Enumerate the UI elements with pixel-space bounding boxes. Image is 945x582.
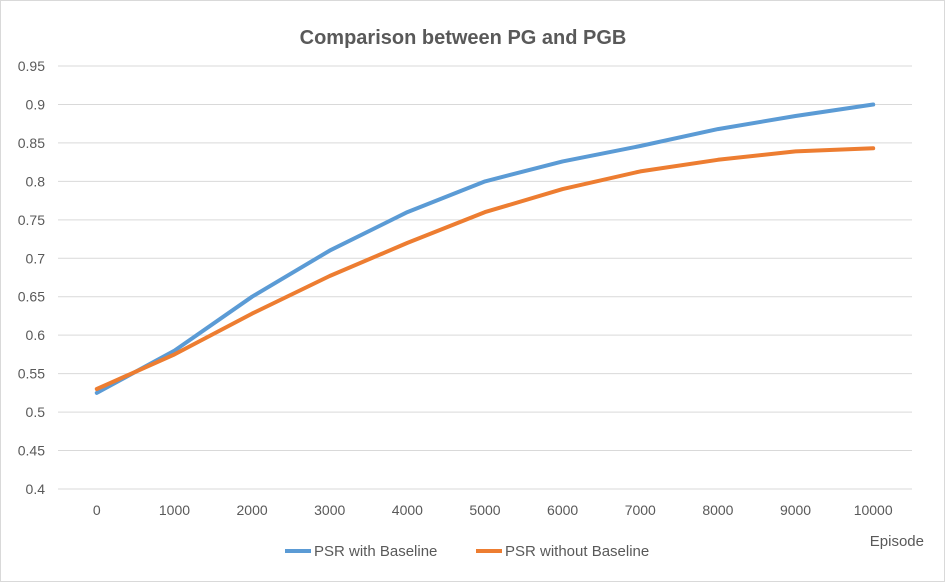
y-axis-ticks: 0.4 0.45 0.5 0.55 0.6 0.65 0.7 0.75 0.8 0.85 0.9 0.… xyxy=(18,58,45,497)
y-tick-label: 0.45 xyxy=(18,443,45,459)
legend-item: PSR with Baseline xyxy=(285,543,437,560)
x-tick-label: 8000 xyxy=(702,502,733,518)
x-axis-label: Episode xyxy=(870,533,924,550)
x-tick-label: 2000 xyxy=(237,502,268,518)
x-tick-label: 5000 xyxy=(469,502,500,518)
x-axis-ticks: 0 1000 2000 3000 4000 5000 6000 7000 8000 9000 100… xyxy=(93,502,893,518)
y-tick-label: 0.65 xyxy=(18,289,45,305)
y-tick-label: 0.85 xyxy=(18,135,45,151)
x-tick-label: 10000 xyxy=(854,502,893,518)
series-line-2 xyxy=(94,146,876,391)
y-tick-label: 0.9 xyxy=(26,96,46,112)
y-tick-label: 0.8 xyxy=(26,173,46,189)
x-tick-label: 9000 xyxy=(780,502,811,518)
chart-title: Comparison between PG and PGB xyxy=(300,27,627,49)
legend: PSR with Baseline PSR without Baseline xyxy=(285,543,649,560)
x-tick-label: 3000 xyxy=(314,502,345,518)
y-tick-label: 0.95 xyxy=(18,58,45,74)
x-tick-label: 6000 xyxy=(547,502,578,518)
y-tick-label: 0.6 xyxy=(26,327,46,343)
y-tick-label: 0.75 xyxy=(18,212,45,228)
legend-label: PSR without Baseline xyxy=(505,543,649,560)
series-line-1 xyxy=(94,102,876,395)
y-tick-label: 0.7 xyxy=(26,250,46,266)
y-tick-label: 0.4 xyxy=(26,481,46,497)
x-tick-label: 1000 xyxy=(159,502,190,518)
legend-label: PSR with Baseline xyxy=(314,543,437,560)
x-tick-label: 4000 xyxy=(392,502,423,518)
series-lines xyxy=(94,102,876,395)
y-tick-label: 0.55 xyxy=(18,366,45,382)
x-tick-label: 7000 xyxy=(625,502,656,518)
legend-item: PSR without Baseline xyxy=(476,543,649,560)
y-tick-label: 0.5 xyxy=(26,404,46,420)
x-tick-label: 0 xyxy=(93,502,101,518)
gridlines xyxy=(58,65,912,490)
